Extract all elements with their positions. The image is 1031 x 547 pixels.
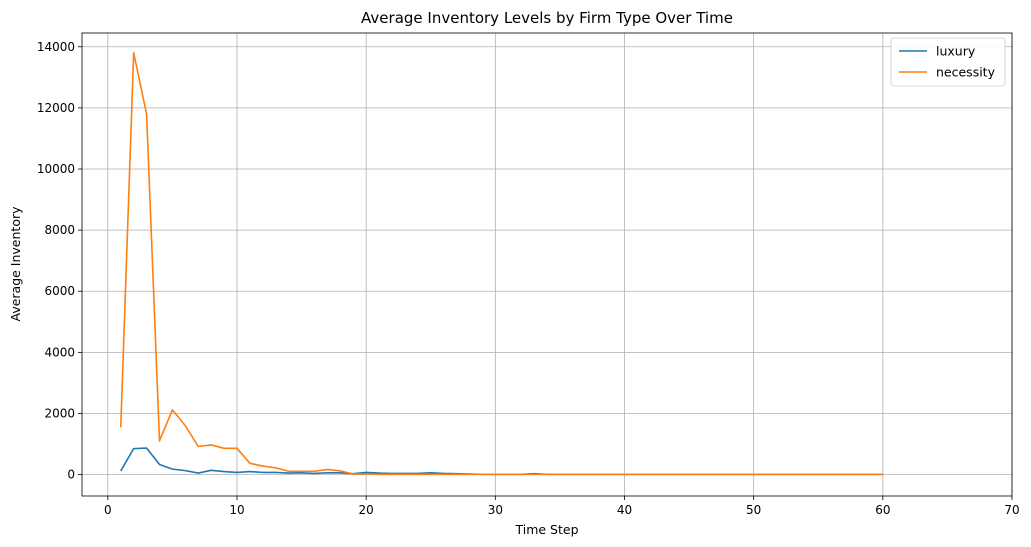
y-axis-ticks: 0 2000 4000 6000 8000 10000 12000 14000 [37, 40, 82, 482]
x-tick-label: 40 [617, 503, 632, 517]
x-tick-label: 60 [875, 503, 890, 517]
x-tick-label: 20 [359, 503, 374, 517]
y-axis-label: Average Inventory [8, 206, 23, 322]
x-axis-label: Time Step [514, 522, 578, 537]
legend: luxury necessity [890, 37, 1006, 87]
x-axis-ticks: 0 10 20 30 40 50 60 70 [104, 496, 1020, 517]
y-tick-label: 12000 [37, 101, 75, 115]
series-line-necessity [119, 52, 883, 476]
x-tick-label: 30 [488, 503, 503, 517]
legend-label-necessity: necessity [936, 65, 996, 80]
y-tick-label: 2000 [44, 406, 75, 420]
chart-title: Average Inventory Levels by Firm Type Ov… [361, 9, 733, 27]
y-tick-label: 14000 [37, 40, 75, 54]
plot-frame [81, 32, 1013, 497]
series-line-luxury [120, 447, 883, 476]
x-tick-label: 70 [1004, 503, 1019, 517]
x-tick-label: 10 [229, 503, 244, 517]
legend-label-luxury: luxury [936, 44, 976, 59]
y-tick-label: 0 [67, 468, 75, 482]
y-tick-label: 8000 [44, 223, 75, 237]
series-lines [119, 52, 883, 476]
legend-box [890, 37, 1006, 87]
x-tick-label: 0 [104, 503, 112, 517]
x-tick-label: 50 [746, 503, 761, 517]
y-tick-label: 4000 [44, 345, 75, 359]
y-tick-label: 6000 [44, 284, 75, 298]
y-tick-label: 10000 [37, 162, 75, 176]
grid [82, 33, 1013, 496]
